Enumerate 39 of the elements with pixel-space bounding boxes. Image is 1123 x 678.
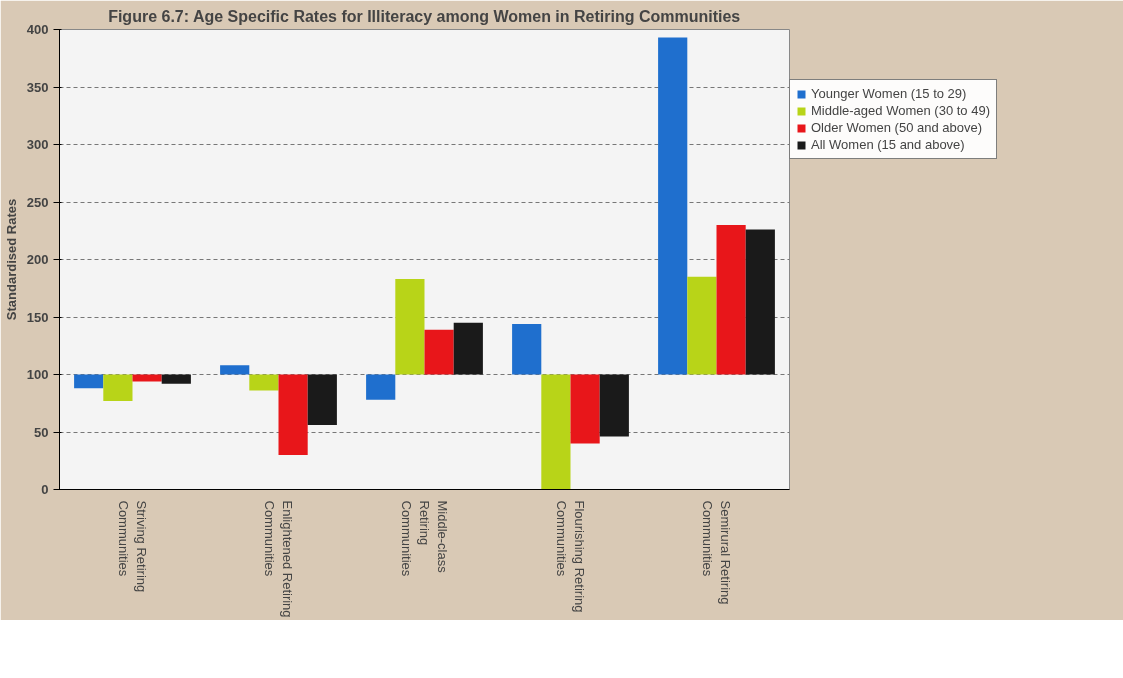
legend-label: Middle-aged Women (30 to 49) — [811, 103, 990, 118]
legend-label: All Women (15 and above) — [811, 137, 965, 152]
legend-label: Younger Women (15 to 29) — [811, 86, 967, 101]
x-tick-label: Enlightened Retiring Communities — [262, 500, 295, 618]
x-tick-label: Semirural Retiring Communities — [700, 500, 733, 605]
bar — [220, 365, 250, 375]
x-tick-label: Middle-class Retiring Communities — [399, 500, 450, 577]
bar — [570, 374, 600, 444]
y-tick-label: 400 — [26, 22, 49, 37]
bar — [161, 374, 191, 384]
bar — [716, 225, 746, 375]
y-tick-label: 250 — [26, 194, 49, 210]
bar — [366, 374, 396, 400]
bar — [453, 322, 483, 375]
bar — [745, 229, 775, 375]
bar — [658, 37, 688, 375]
y-tick-label: 200 — [26, 252, 49, 267]
x-tick-label: Flourishing Retiring Communities — [554, 500, 587, 613]
y-tick-label: 350 — [26, 79, 49, 95]
y-tick-label: 300 — [26, 137, 49, 152]
bar — [103, 374, 133, 401]
y-tick-label: 100 — [26, 367, 49, 382]
y-axis-title: Standardised Rates — [3, 198, 19, 321]
bar — [424, 329, 454, 375]
y-tick-label: 0 — [41, 482, 49, 497]
y-tick-label: 50 — [34, 424, 49, 440]
chart-title: Figure 6.7: Age Specific Rates for Illiteracy among Women in Retiring Communities — [108, 7, 741, 25]
bar — [395, 279, 425, 375]
y-tick-label: 150 — [26, 309, 49, 325]
bar — [599, 374, 629, 437]
bar — [278, 374, 308, 455]
bar — [541, 374, 571, 490]
bar — [307, 374, 337, 426]
bar — [249, 374, 279, 391]
bar — [74, 374, 104, 389]
bar — [512, 323, 542, 375]
legend-label: Older Women (50 and above) — [811, 120, 983, 135]
x-tick-label: Striving Retiring Communities — [116, 500, 149, 593]
bar — [687, 276, 717, 375]
